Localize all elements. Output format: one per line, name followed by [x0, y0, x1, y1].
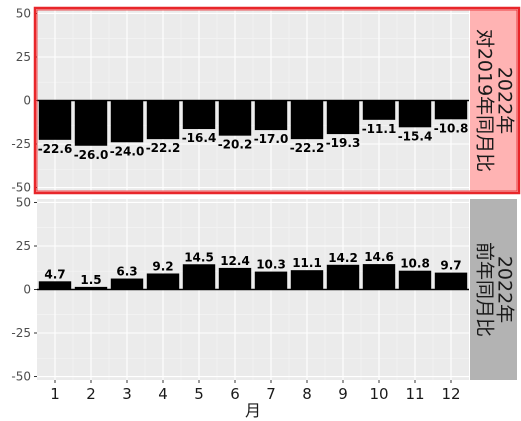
- x-tick-label: 4: [158, 385, 168, 403]
- x-tick-label: 6: [230, 385, 240, 403]
- bar: [434, 272, 468, 290]
- data-label: -26.0: [74, 148, 109, 162]
- y-tick-label: 50: [16, 195, 31, 209]
- facet-strip-text: 2022年: [494, 67, 516, 134]
- data-label: 11.1: [292, 256, 322, 270]
- y-tick-label: 25: [16, 50, 31, 64]
- data-label: -15.4: [398, 129, 433, 143]
- x-tick-label: 12: [441, 385, 460, 403]
- bar: [254, 100, 288, 131]
- highlight-border: [33, 6, 521, 195]
- data-label: 14.2: [328, 251, 358, 265]
- x-tick-label: 11: [405, 385, 424, 403]
- bar: [74, 286, 108, 290]
- bar: [146, 273, 180, 290]
- bar: [254, 271, 288, 290]
- x-tick-label: 9: [338, 385, 348, 403]
- data-label: -22.2: [146, 141, 181, 155]
- bar: [146, 100, 180, 140]
- bar: [110, 100, 144, 143]
- x-tick-label: 7: [266, 385, 276, 403]
- data-label: 1.5: [80, 273, 101, 287]
- data-label: 6.3: [116, 265, 137, 279]
- data-label: -24.0: [110, 144, 145, 158]
- y-tick-label: 0: [23, 94, 31, 108]
- data-label: 14.5: [184, 250, 214, 264]
- x-tick-label: 5: [194, 385, 204, 403]
- y-tick-label: -50: [11, 181, 31, 195]
- data-label: 10.3: [256, 258, 286, 272]
- data-label: -17.0: [254, 132, 289, 146]
- facet-strip: [470, 199, 517, 380]
- x-tick-label: 8: [302, 385, 312, 403]
- data-label: -16.4: [182, 131, 217, 145]
- data-label: -22.6: [38, 142, 73, 156]
- bar: [38, 281, 72, 290]
- highlight-border-inner: [36, 9, 518, 192]
- y-tick-label: -25: [11, 137, 31, 151]
- x-tick-label: 1: [50, 385, 60, 403]
- x-tick-label: 3: [122, 385, 132, 403]
- bar: [110, 278, 144, 290]
- data-label: -19.3: [326, 136, 361, 150]
- data-label: -11.1: [362, 122, 397, 136]
- y-tick-label: 50: [16, 6, 31, 20]
- x-tick-label: 10: [369, 385, 388, 403]
- bar: [290, 100, 324, 140]
- bar: [290, 270, 324, 290]
- y-tick-label: 0: [23, 283, 31, 297]
- bar: [398, 100, 432, 128]
- data-label: 14.6: [364, 250, 394, 264]
- x-tick-label: 2: [86, 385, 96, 403]
- bar: [182, 100, 216, 130]
- bar: [218, 100, 252, 136]
- y-tick-label: -50: [11, 370, 31, 384]
- bar: [362, 264, 396, 290]
- data-label: 10.8: [400, 257, 430, 271]
- data-label: -10.8: [434, 121, 469, 135]
- bar: [326, 264, 360, 290]
- data-label: 12.4: [220, 254, 250, 268]
- data-label: 4.7: [44, 267, 65, 281]
- bar: [74, 100, 108, 146]
- y-tick-label: -25: [11, 326, 31, 340]
- facet-strip-text: 2022年: [494, 256, 516, 323]
- bar: [434, 100, 468, 120]
- facet-strip-text: 前年同月比: [474, 242, 496, 337]
- data-label: 9.2: [152, 259, 173, 273]
- bar: [398, 270, 432, 290]
- data-label: 9.7: [440, 259, 461, 273]
- facet-strip: [470, 10, 517, 191]
- bar: [326, 100, 360, 135]
- data-label: -22.2: [290, 141, 325, 155]
- bar: [218, 267, 252, 290]
- y-tick-label: 25: [16, 239, 31, 253]
- data-label: -20.2: [218, 138, 253, 152]
- bar: [38, 100, 72, 140]
- bar: [182, 264, 216, 290]
- facet-strip-text: 对2019年同月比: [474, 29, 496, 172]
- x-axis-title: 月: [245, 401, 261, 420]
- bar: [362, 100, 396, 120]
